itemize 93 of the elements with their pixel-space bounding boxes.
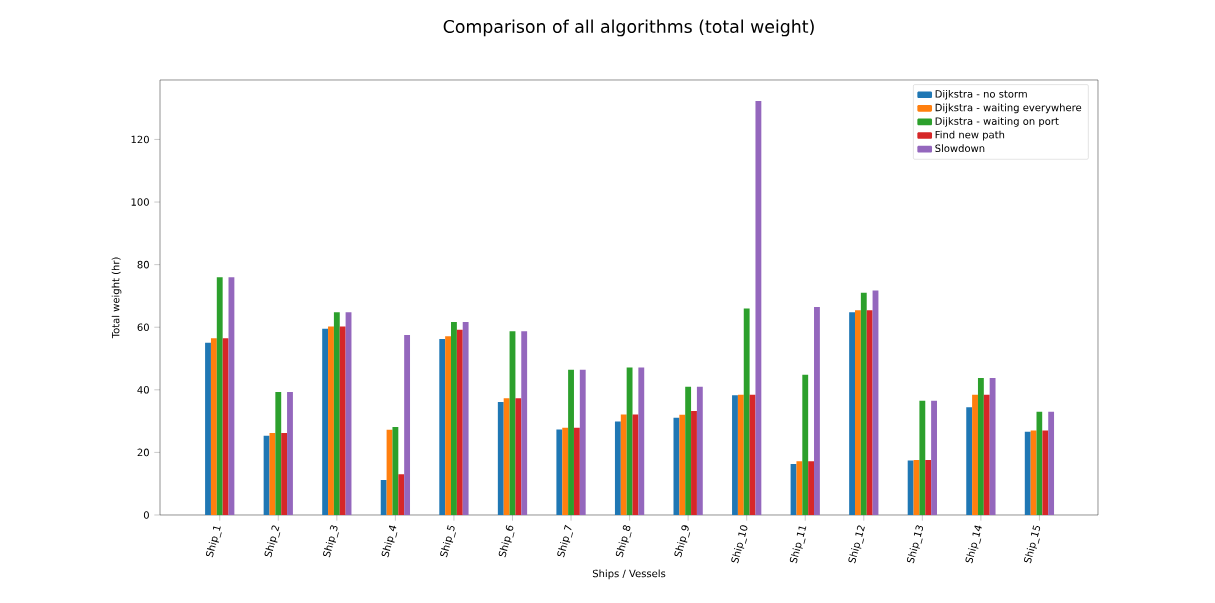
bar	[743, 308, 750, 515]
bar	[696, 386, 703, 515]
bar	[755, 100, 762, 515]
bar	[380, 479, 387, 515]
bar	[398, 474, 405, 515]
bar	[907, 460, 914, 515]
y-tick-label: 20	[137, 448, 149, 457]
bar	[808, 461, 815, 515]
bar	[966, 407, 973, 515]
bar	[333, 312, 340, 515]
x-tick-label: Ship_2	[264, 525, 281, 558]
bar	[1042, 430, 1049, 515]
bar	[269, 433, 276, 515]
bar	[691, 411, 697, 515]
bar	[287, 392, 293, 515]
bar	[1024, 431, 1031, 515]
bar	[814, 306, 820, 515]
bar	[620, 414, 627, 515]
bar	[849, 312, 856, 515]
x-tick-label: Ship_10	[731, 525, 748, 564]
y-axis-title: Total weight (hr)	[111, 257, 122, 339]
legend-label: Dijkstra - no storm	[935, 89, 1027, 100]
bar	[562, 427, 569, 515]
bar	[222, 338, 229, 515]
x-tick-label: Ship_8	[615, 525, 632, 558]
bar	[216, 277, 223, 515]
x-tick-label: Ship_1	[205, 526, 222, 558]
bar	[579, 369, 586, 515]
x-tick-label: Ship_7	[557, 524, 574, 558]
bar	[556, 429, 563, 515]
x-tick-label: Ship_9	[674, 525, 691, 558]
bar	[451, 321, 457, 515]
legend-label: Dijkstra - waiting on port	[935, 117, 1059, 127]
bar	[737, 394, 744, 515]
bar	[445, 336, 452, 515]
x-tick-label: Ship_6	[498, 525, 515, 558]
bar	[573, 427, 580, 515]
bar	[521, 331, 528, 515]
y-tick-label: 60	[137, 323, 149, 332]
x-tick-label: Ship_14	[965, 525, 982, 564]
bar	[732, 395, 738, 515]
bar	[568, 369, 574, 515]
x-tick-label: Ship_13	[906, 525, 924, 564]
x-tick-label: Ship_5	[440, 525, 456, 558]
x-axis-title: Ships / Vessels	[592, 569, 666, 580]
legend-label: Dijkstra - waiting everywhere	[935, 103, 1082, 114]
bar	[339, 326, 346, 515]
bar	[456, 329, 463, 515]
bar	[977, 377, 984, 515]
bar	[931, 400, 937, 515]
bar	[1048, 411, 1055, 515]
y-tick-label: 100	[131, 198, 149, 206]
bar	[462, 321, 469, 515]
bar	[638, 367, 645, 515]
y-tick-label: 80	[137, 260, 149, 269]
bar	[860, 292, 867, 515]
bar	[919, 400, 926, 515]
bar	[210, 338, 217, 515]
bar	[439, 339, 446, 515]
x-tick-label: Ship_12	[848, 525, 865, 564]
y-tick-label: 120	[131, 135, 149, 144]
bar	[281, 433, 288, 515]
bar	[855, 310, 861, 515]
x-tick-label: Ship_15	[1024, 525, 1041, 564]
x-tick-label: Ship_3	[323, 525, 339, 558]
x-tick-label: Ship_4	[381, 525, 398, 558]
bar	[983, 394, 990, 515]
bar	[679, 414, 686, 515]
bar	[404, 335, 411, 515]
bar	[614, 421, 621, 515]
x-tick-label: Ship_11	[789, 526, 807, 564]
bar	[275, 392, 282, 515]
y-tick-label: 0	[143, 511, 149, 519]
bar	[626, 367, 633, 515]
bar	[392, 427, 399, 515]
bar	[515, 398, 522, 515]
bar	[925, 459, 932, 515]
y-tick-label: 40	[137, 386, 149, 394]
bar	[328, 326, 334, 515]
legend-label: Slowdown	[935, 144, 985, 153]
bar	[989, 377, 996, 515]
legend-label: Find new path	[935, 130, 1005, 141]
bar	[1030, 430, 1037, 515]
bar	[685, 386, 692, 515]
bar	[972, 394, 978, 515]
bar	[503, 398, 510, 515]
bar	[205, 342, 211, 515]
bar	[796, 461, 803, 515]
bar	[866, 310, 873, 515]
bar	[497, 402, 504, 515]
bar	[802, 374, 809, 515]
bar	[322, 328, 329, 515]
chart-title: Comparison of all algorithms (total weight)	[443, 19, 814, 37]
